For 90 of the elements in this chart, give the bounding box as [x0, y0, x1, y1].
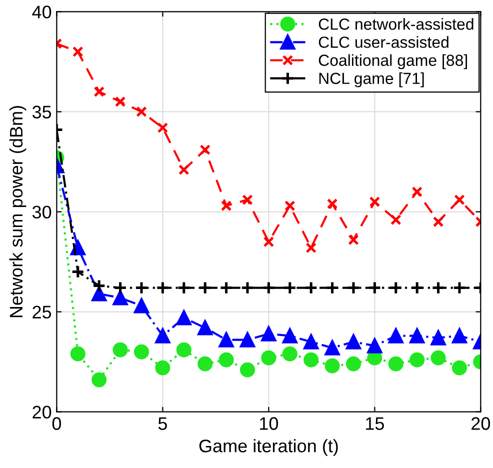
point	[348, 234, 359, 246]
point	[430, 330, 446, 346]
point	[134, 344, 149, 360]
point	[346, 334, 361, 350]
x-tick-label: 10	[260, 417, 278, 430]
point	[324, 358, 340, 374]
point	[368, 280, 382, 295]
point	[412, 186, 422, 198]
point	[432, 216, 444, 228]
point	[155, 328, 170, 344]
legend-label: CLC network-assisted	[318, 18, 474, 30]
point	[410, 352, 425, 368]
y-tick-label: 30	[32, 206, 52, 218]
point	[198, 356, 213, 372]
point	[113, 280, 128, 295]
point	[367, 338, 382, 354]
point	[218, 352, 234, 368]
y-tick-label: 40	[32, 6, 52, 18]
point	[282, 328, 298, 344]
point	[430, 350, 446, 366]
point	[324, 340, 340, 356]
point	[262, 280, 276, 295]
legend-label: Coalitional game [88]	[318, 54, 467, 70]
point	[198, 320, 213, 336]
point	[112, 342, 128, 358]
point	[388, 328, 404, 344]
point	[72, 46, 84, 58]
point	[388, 356, 404, 372]
point	[198, 280, 212, 295]
point	[306, 242, 316, 254]
point	[240, 362, 255, 378]
point	[325, 280, 340, 295]
x-tick-label: 20	[472, 417, 490, 430]
point	[410, 280, 424, 295]
point	[178, 164, 190, 176]
point	[452, 280, 466, 295]
point	[240, 280, 254, 295]
point	[326, 198, 338, 210]
point	[136, 106, 147, 118]
point	[452, 360, 467, 376]
x-tick-label: 5	[158, 417, 167, 430]
x-tick-label: 15	[366, 417, 384, 430]
point	[92, 372, 107, 388]
point	[261, 350, 276, 366]
point	[346, 280, 360, 295]
y-tick-label: 25	[32, 306, 52, 319]
x-tick-label: 0	[52, 417, 62, 430]
point	[304, 334, 319, 350]
point	[452, 328, 467, 344]
legend-label: CLC user-assisted	[318, 36, 448, 48]
point	[219, 280, 234, 295]
point	[94, 86, 105, 98]
point	[134, 280, 148, 295]
point	[304, 352, 319, 368]
point	[410, 328, 425, 344]
point	[134, 298, 149, 314]
point	[346, 356, 361, 372]
point	[218, 332, 234, 348]
point	[156, 280, 170, 295]
point	[200, 144, 211, 156]
point	[261, 326, 276, 342]
point	[389, 280, 403, 295]
y-axis-title: Network sum power (dBm)	[9, 106, 26, 318]
point	[155, 360, 170, 376]
point	[114, 96, 126, 108]
point	[284, 200, 296, 212]
point	[176, 342, 192, 358]
point	[390, 214, 402, 226]
point	[283, 280, 297, 295]
point	[240, 332, 255, 348]
point	[176, 310, 192, 326]
y-tick-label: 35	[32, 106, 52, 118]
point	[92, 278, 106, 293]
point	[369, 196, 380, 208]
point	[220, 200, 232, 212]
point	[242, 194, 253, 206]
point	[263, 236, 274, 248]
point	[71, 264, 85, 279]
point	[282, 346, 298, 362]
point	[70, 346, 86, 362]
point	[112, 290, 128, 306]
point	[304, 280, 318, 295]
point	[157, 122, 168, 134]
point	[454, 194, 465, 206]
point	[177, 280, 191, 295]
y-tick-label: 20	[32, 406, 52, 419]
legend-label: NCL game [71]	[319, 72, 424, 88]
point	[92, 286, 107, 302]
point	[431, 280, 446, 295]
x-axis-title: Game iteration (t)	[199, 439, 338, 456]
